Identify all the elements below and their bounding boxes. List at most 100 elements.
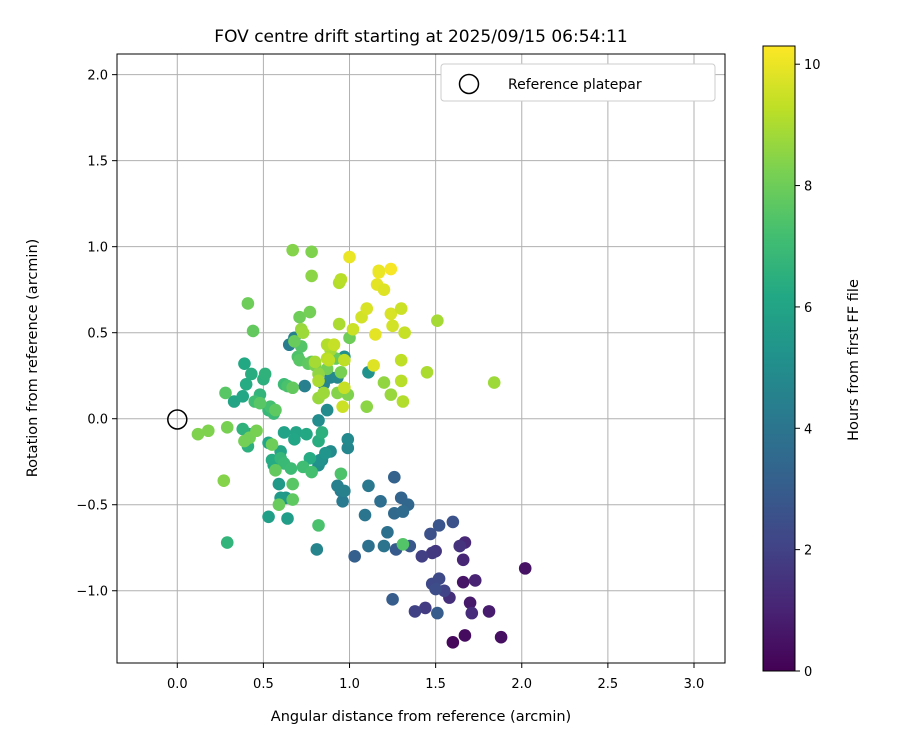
data-point <box>293 310 306 324</box>
x-axis-ticks: 0.0 0.5 1.0 1.5 2.0 2.5 3.0 <box>167 663 704 692</box>
data-point <box>381 525 394 539</box>
data-point <box>191 427 205 441</box>
data-point <box>303 451 317 465</box>
y-axis-label: Rotation from reference (arcmin) <box>25 239 41 478</box>
data-point <box>396 505 410 518</box>
data-point <box>332 317 346 331</box>
data-point <box>298 379 312 393</box>
data-point <box>296 326 310 339</box>
data-point <box>394 374 408 388</box>
data-point <box>384 307 398 321</box>
colorbar-tick-label: 8 <box>804 180 812 195</box>
data-point <box>220 421 234 434</box>
colorbar-label: Hours from first FF file <box>846 279 862 441</box>
data-point <box>338 381 351 395</box>
data-point <box>312 519 325 532</box>
x-tick-label: 1.5 <box>425 677 446 692</box>
data-point <box>312 414 325 427</box>
legend: Reference platepar <box>440 63 716 102</box>
colorbar-tick-label: 4 <box>804 422 812 437</box>
data-point <box>465 606 479 620</box>
data-point <box>220 536 234 549</box>
data-point <box>286 477 299 491</box>
data-point <box>269 403 282 417</box>
data-point <box>346 322 360 336</box>
data-point <box>420 365 434 379</box>
data-point <box>386 319 399 333</box>
data-point <box>246 324 260 338</box>
data-point <box>245 367 258 381</box>
data-point <box>374 494 387 508</box>
x-axis-label: Angular distance from reference (arcmin) <box>271 709 571 725</box>
data-point <box>388 470 401 484</box>
data-point <box>458 629 472 642</box>
y-tick-label: −0.5 <box>76 499 108 514</box>
data-point <box>303 305 317 319</box>
data-point <box>415 550 429 563</box>
x-tick-label: 1.0 <box>339 677 360 692</box>
data-point <box>239 378 253 391</box>
x-tick-label: 3.0 <box>684 677 705 692</box>
legend-label-reference: Reference platepar <box>508 77 642 93</box>
data-point <box>487 376 501 389</box>
data-point <box>238 434 251 448</box>
colorbar-tick-label: 10 <box>804 58 821 73</box>
data-point <box>425 546 439 560</box>
data-point <box>424 527 437 541</box>
x-tick-label: 2.0 <box>511 677 532 692</box>
data-point <box>468 574 482 587</box>
data-point <box>341 433 355 446</box>
data-point <box>201 424 215 438</box>
data-point <box>317 386 330 400</box>
data-point <box>310 543 324 556</box>
data-point <box>334 467 348 481</box>
colorbar-ticks: 0 2 4 6 8 10 <box>795 58 821 680</box>
data-point <box>236 390 250 403</box>
data-point <box>419 601 432 615</box>
data-point <box>398 326 411 339</box>
data-point <box>446 636 460 649</box>
data-point <box>265 438 279 451</box>
data-point <box>360 400 374 413</box>
data-point <box>369 328 382 341</box>
data-point <box>286 381 299 395</box>
data-point <box>431 314 444 327</box>
data-point <box>236 422 250 436</box>
data-point <box>518 562 532 575</box>
data-point <box>269 464 282 477</box>
data-point <box>305 465 318 479</box>
data-point <box>429 582 442 596</box>
colorbar-tick-label: 0 <box>804 665 812 680</box>
data-point <box>431 606 444 620</box>
chart-title: FOV centre drift starting at 2025/09/15 … <box>214 27 627 47</box>
data-point <box>241 297 255 310</box>
data-point <box>286 493 299 506</box>
data-point <box>253 396 267 410</box>
data-point <box>358 508 372 522</box>
data-point <box>219 386 232 400</box>
data-point <box>272 477 286 491</box>
x-tick-label: 0.0 <box>167 677 188 692</box>
y-tick-label: 0.0 <box>87 413 108 428</box>
data-point <box>386 593 399 606</box>
data-point <box>456 553 470 567</box>
y-axis-ticks: −1.0 −0.5 0.0 0.5 1.0 1.5 2.0 <box>76 69 117 600</box>
data-point <box>456 575 470 589</box>
reference-marker <box>167 409 188 430</box>
legend-box <box>440 63 716 102</box>
data-point <box>286 243 299 257</box>
data-point <box>320 403 334 417</box>
data-point <box>305 245 318 259</box>
data-point <box>362 539 375 553</box>
data-point <box>360 302 374 315</box>
data-point <box>362 479 375 493</box>
data-point <box>494 630 508 644</box>
data-point <box>336 494 349 508</box>
data-point <box>338 484 351 498</box>
data-point <box>367 359 380 372</box>
data-point <box>315 426 329 439</box>
data-point <box>394 302 408 315</box>
data-point <box>446 515 460 529</box>
data-point <box>377 283 391 296</box>
